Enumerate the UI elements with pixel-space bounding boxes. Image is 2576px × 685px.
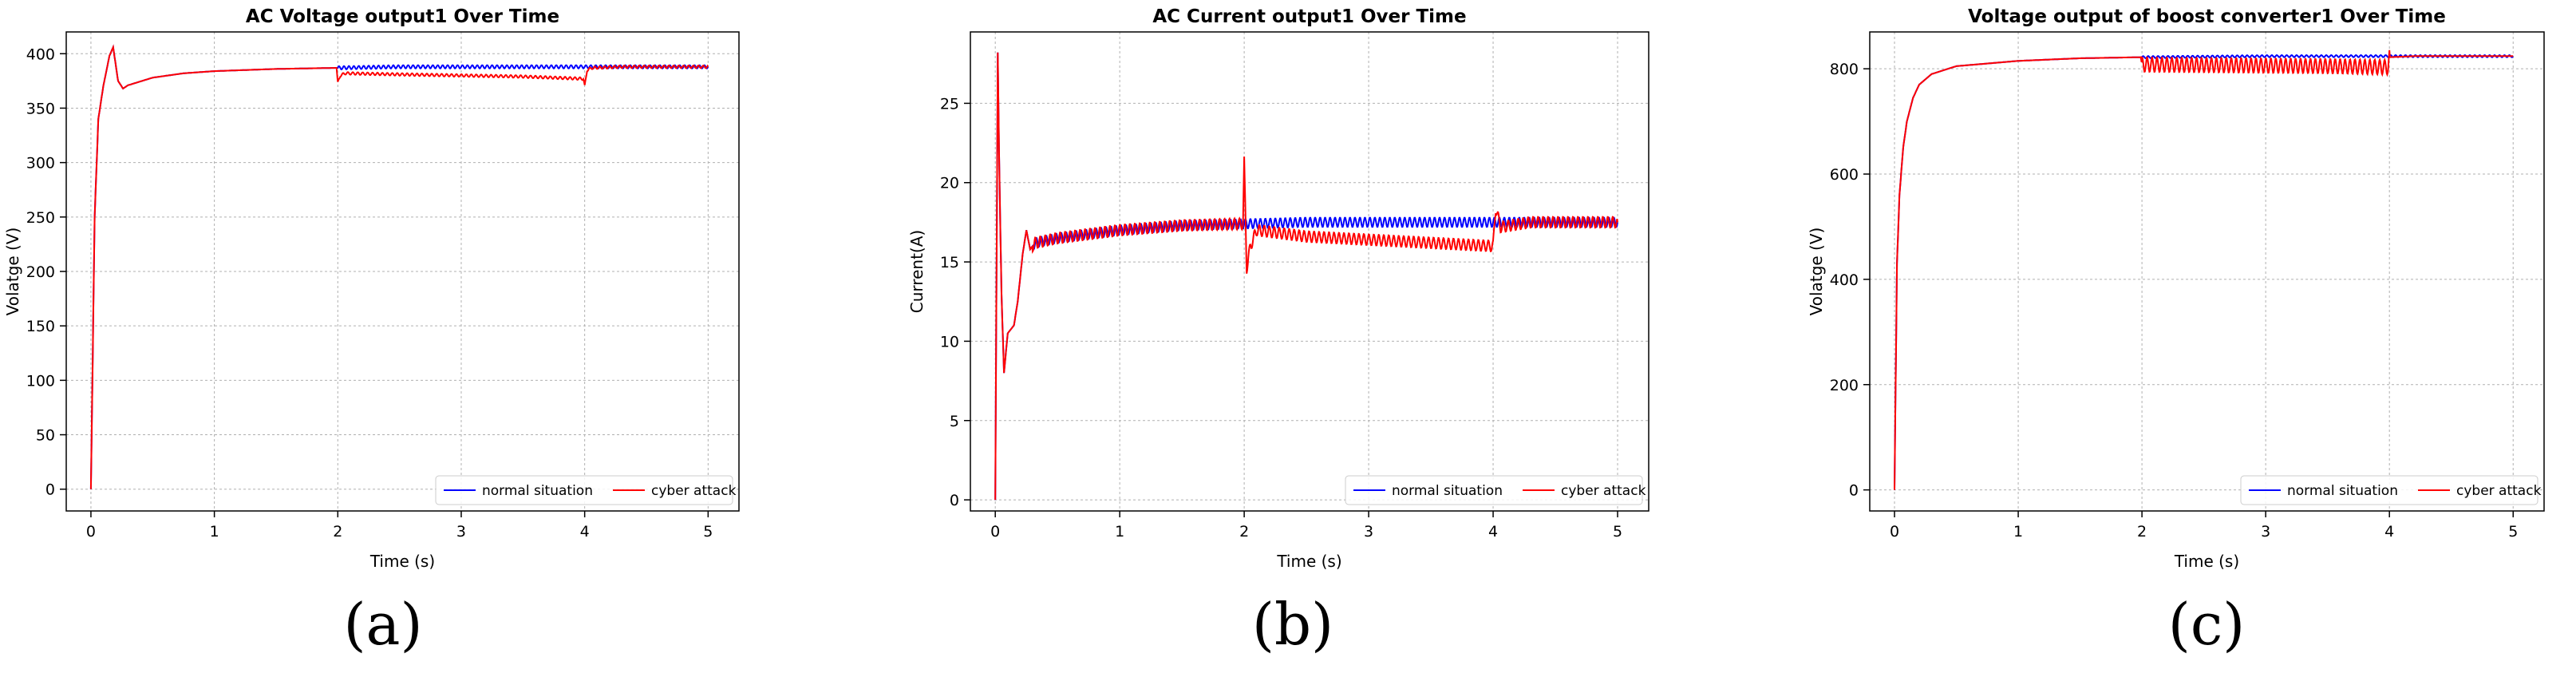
caption-b: (b) [1251,591,1334,658]
legend-label-attack: cyber attack [2456,483,2542,499]
y-tick-label: 0 [1849,482,1859,500]
series-line-normal [1894,54,2515,490]
y-tick-label: 25 [940,95,959,113]
x-tick-label: 2 [2137,523,2147,540]
legend-label-normal: normal situation [1392,483,1503,499]
x-axis-label: Time (s) [1276,552,1341,571]
x-tick-label: 3 [1364,523,1373,540]
x-tick-label: 0 [86,523,96,540]
legend-box [435,475,733,505]
x-tick-label: 3 [2261,523,2270,540]
y-tick-label: 400 [26,46,55,63]
x-tick-label: 2 [333,523,342,540]
legend-box [2240,475,2538,505]
series-line-attack [994,52,1618,501]
chart-title: AC Voltage output1 Over Time [246,6,559,27]
chart-title: Voltage output of boost converter1 Over … [1968,6,2446,27]
series-line-attack [1894,49,2514,490]
x-tick-label: 5 [703,523,713,540]
x-tick-label: 1 [2013,523,2023,540]
x-tick-label: 0 [1890,523,1899,540]
y-tick-label: 50 [36,427,55,445]
y-tick-label: 400 [1830,271,1859,289]
y-tick-label: 600 [1830,166,1859,184]
x-tick-label: 1 [210,523,219,540]
y-tick-label: 15 [940,254,959,271]
x-axis-label: Time (s) [2174,552,2239,571]
chart-1: 0 1 2 3 4 5 0 5 10 15 20 25 AC Current output1 Over … [907,6,1650,571]
y-tick-label: 5 [950,413,959,430]
legend-label-attack: cyber attack [651,483,737,499]
y-axis-label: Current(A) [907,230,926,313]
x-tick-label: 4 [1488,523,1498,540]
x-tick-label: 2 [1239,523,1249,540]
caption-c: (c) [2167,591,2246,658]
x-tick-label: 4 [580,523,590,540]
y-tick-label: 200 [1830,377,1859,394]
x-tick-label: 3 [456,523,466,540]
y-tick-label: 20 [940,175,959,192]
y-tick-label: 300 [26,155,55,172]
legend-box [1345,475,1643,505]
legend-label-normal: normal situation [482,483,593,499]
series-line-attack [89,44,709,489]
y-tick-label: 150 [26,318,55,335]
y-tick-label: 0 [950,492,959,509]
y-tick-label: 350 [26,100,55,117]
y-axis-label: Volatge (V) [1807,228,1826,316]
y-axis-label: Volatge (V) [3,228,22,316]
y-tick-label: 800 [1830,61,1859,78]
y-tick-label: 10 [940,333,959,350]
plot-frame [970,31,1650,512]
x-tick-label: 5 [2508,523,2518,540]
y-tick-label: 250 [26,209,55,227]
plot-frame [1869,31,2545,512]
x-tick-label: 5 [1613,523,1622,540]
caption-a: (a) [343,591,423,658]
series-line-normal [994,52,1618,501]
x-tick-label: 4 [2384,523,2394,540]
series-line-normal [89,44,709,489]
y-tick-label: 100 [26,372,55,390]
x-tick-label: 1 [1115,523,1124,540]
x-axis-label: Time (s) [369,552,435,571]
y-tick-label: 0 [45,481,55,499]
x-tick-label: 0 [990,523,1000,540]
legend-label-attack: cyber attack [1561,483,1646,499]
y-tick-label: 200 [26,263,55,281]
legend-label-normal: normal situation [2287,483,2398,499]
chart-2: 0 1 2 3 4 5 0 200 400 600 800 Voltage output of boo… [1807,6,2545,571]
chart-title: AC Current output1 Over Time [1152,6,1466,27]
